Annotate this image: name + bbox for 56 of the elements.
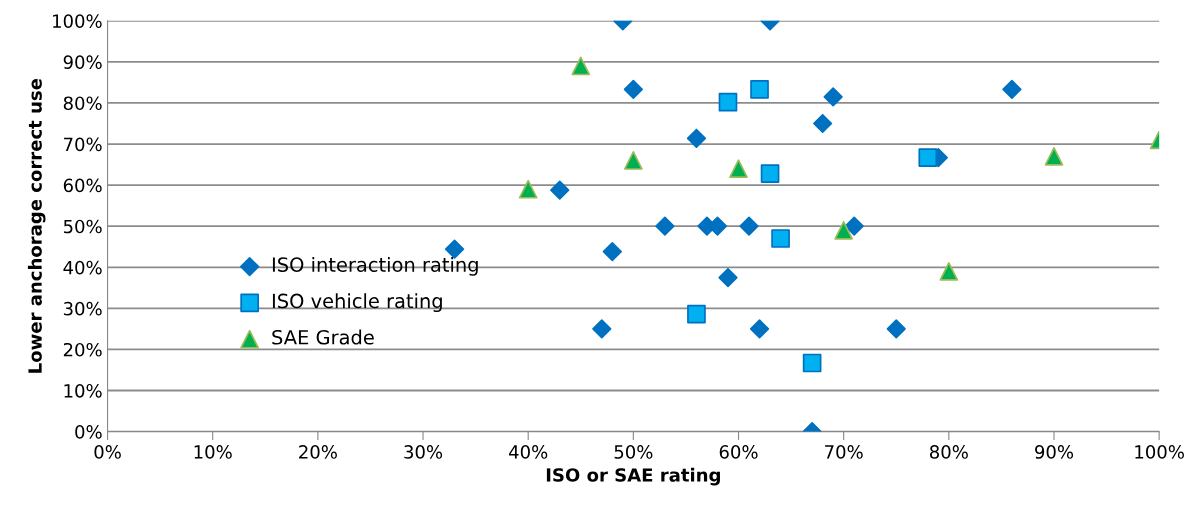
point bbox=[834, 220, 854, 240]
point bbox=[1002, 79, 1022, 100]
x-tick-label: 70% bbox=[825, 445, 863, 459]
point bbox=[592, 319, 612, 339]
legend-label: SAE Grade bbox=[272, 329, 374, 345]
x-tick-label: 50% bbox=[614, 445, 653, 459]
point bbox=[444, 239, 465, 259]
point bbox=[571, 56, 591, 76]
x-tick-label: 40% bbox=[509, 445, 548, 459]
x-axis-title: ISO or SAE rating bbox=[546, 467, 720, 486]
y-tick-label: 70% bbox=[64, 137, 102, 152]
point bbox=[802, 353, 822, 373]
point bbox=[729, 159, 748, 179]
point bbox=[813, 113, 833, 134]
y-tick-label: 20% bbox=[63, 342, 102, 357]
point bbox=[886, 319, 906, 339]
point bbox=[718, 267, 738, 288]
y-tick-label: 10% bbox=[64, 383, 102, 398]
point bbox=[602, 242, 622, 262]
point bbox=[750, 80, 769, 99]
x-tick-label: 30% bbox=[404, 445, 443, 459]
x-tick-label: 0% bbox=[94, 445, 121, 459]
point bbox=[918, 148, 938, 167]
point bbox=[687, 304, 706, 324]
point bbox=[739, 216, 759, 236]
y-tick-label: 90% bbox=[63, 55, 102, 69]
point bbox=[655, 216, 675, 236]
point bbox=[718, 92, 738, 112]
point bbox=[624, 151, 643, 170]
y-tick-label: 40% bbox=[63, 260, 102, 275]
y-axis-title: Lower anchorage correct use bbox=[27, 78, 46, 373]
point bbox=[550, 180, 570, 200]
y-tick-label: 80% bbox=[63, 96, 102, 111]
x-tick-label: 90% bbox=[1035, 445, 1074, 459]
point bbox=[844, 216, 864, 236]
y-tick-label: 60% bbox=[63, 178, 102, 193]
legend-label: ISO interaction rating bbox=[272, 256, 478, 276]
x-tick-label: 60% bbox=[719, 445, 758, 459]
x-tick-label: 80% bbox=[929, 445, 968, 459]
point bbox=[823, 87, 843, 107]
point bbox=[760, 164, 780, 183]
y-tick-label: 30% bbox=[63, 301, 102, 316]
x-tick-label: 10% bbox=[194, 445, 232, 459]
y-tick-label: 0% bbox=[75, 425, 102, 439]
legend-label: ISO vehicle rating bbox=[272, 293, 442, 313]
point bbox=[771, 229, 790, 248]
point bbox=[749, 319, 770, 339]
point bbox=[1044, 147, 1064, 166]
point bbox=[686, 128, 707, 148]
point bbox=[623, 79, 643, 100]
x-tick-label: 20% bbox=[299, 445, 337, 459]
x-tick-label: 100% bbox=[1135, 445, 1184, 459]
y-tick-label: 100% bbox=[53, 14, 102, 28]
point bbox=[939, 262, 959, 281]
point bbox=[518, 179, 538, 199]
y-tick-label: 50% bbox=[63, 219, 102, 234]
